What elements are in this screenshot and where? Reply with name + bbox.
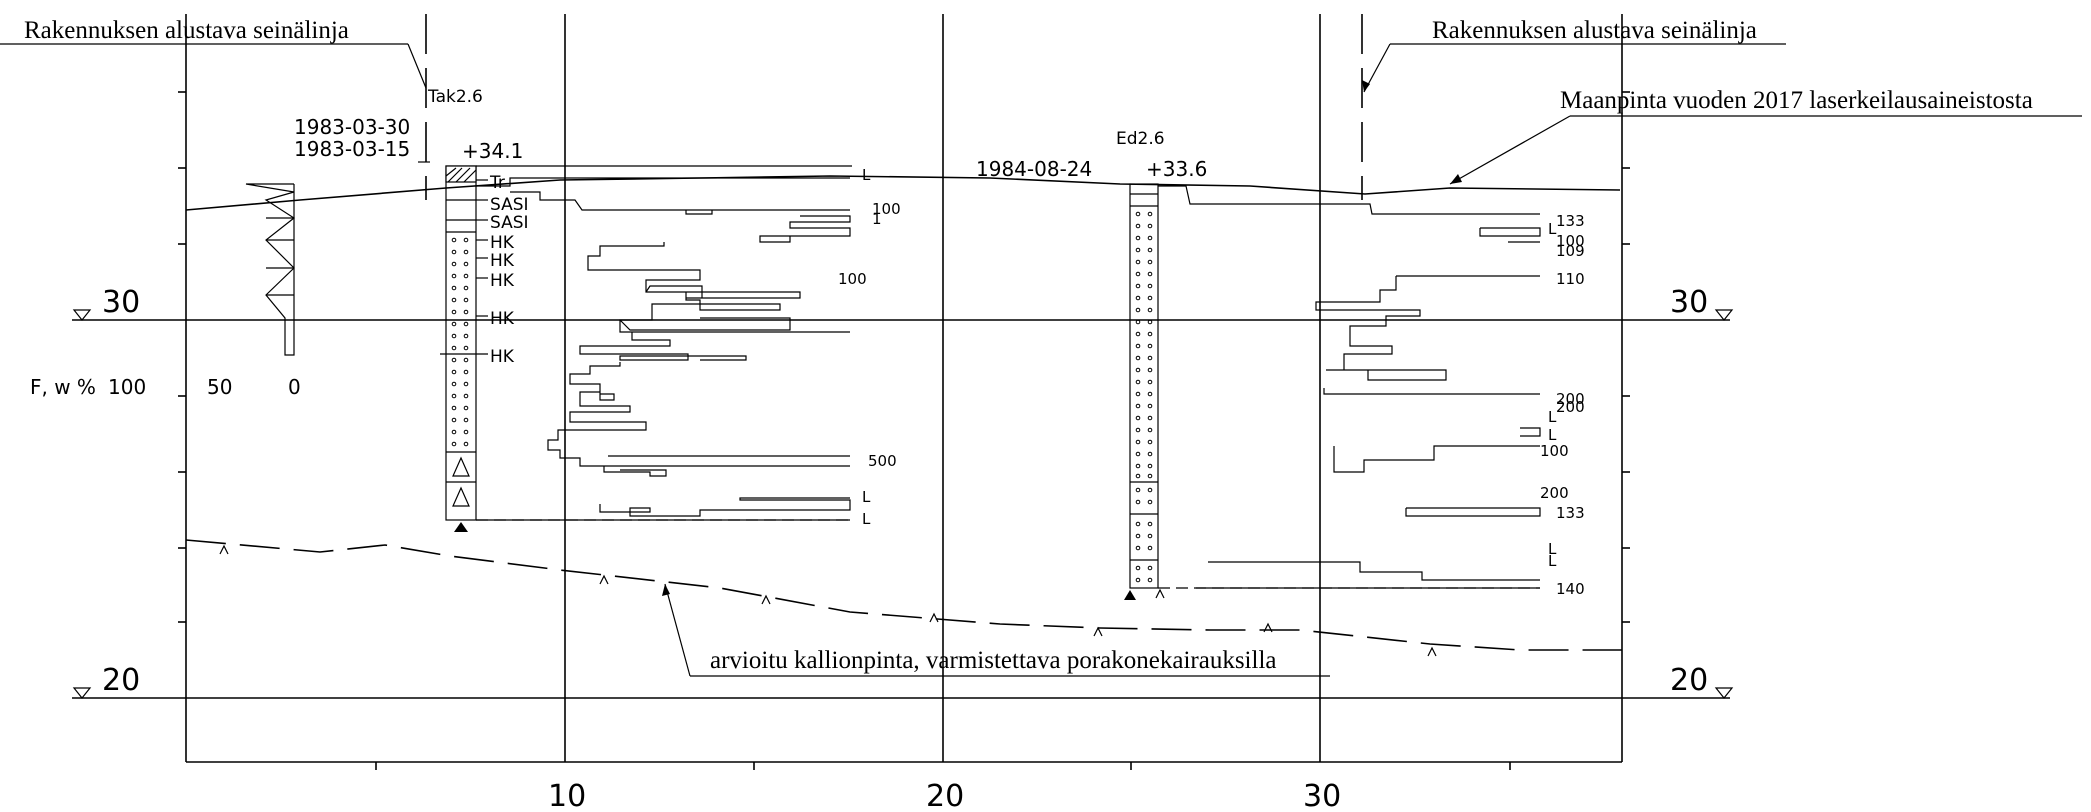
fw-scale-tick-50: 50 <box>207 375 232 399</box>
left-tick-marks <box>178 91 186 623</box>
resistance-label: L <box>1548 540 1557 558</box>
resistance-label: L <box>862 488 871 506</box>
resistance-label: L <box>1548 220 1557 238</box>
bedrock-estimate-line: arvioitu kallionpinta, varmistettava por… <box>185 539 1622 677</box>
x-tick-label-10: 10 <box>548 779 586 812</box>
resistance-label: 100 <box>1556 232 1585 250</box>
resistance-label: L <box>862 166 871 184</box>
borehole-ed26-fill-pattern <box>1135 211 1153 583</box>
resistance-label: L <box>1548 426 1557 444</box>
soil-label: HK <box>490 309 515 329</box>
ground-surface-label: Maanpinta vuoden 2017 laserkeilausaineis… <box>1560 87 2033 114</box>
level-label-30-left: 30 <box>102 285 140 320</box>
borehole-tak26-soil-labels: Tr SASI SASI HK HK HK HK HK <box>440 173 529 367</box>
soil-label: HK <box>490 251 515 271</box>
borehole-ed26: Ed2.6 1984-08-24 +33.6 <box>976 129 1585 600</box>
borehole-tak26: Tak2.6 1983-03-30 1983-03-15 +34.1 <box>294 87 901 532</box>
resistance-label: 100 <box>1540 442 1569 460</box>
wall-line-right-label: Rakennuksen alustava seinälinja <box>1432 17 1757 44</box>
resistance-label: 133 <box>1556 212 1585 230</box>
soil-label: HK <box>490 347 515 367</box>
resistance-label: L <box>1548 552 1557 570</box>
wall-line-left-label: Rakennuksen alustava seinälinja <box>24 17 349 44</box>
resistance-label: 200 <box>1556 398 1585 416</box>
borehole-tak26-resistance-graph <box>476 165 852 521</box>
ground-surface-line: Maanpinta vuoden 2017 laserkeilausaineis… <box>185 87 2082 211</box>
fw-scale-tick-100: 100 <box>108 375 146 399</box>
borehole-ed26-elevation: +33.6 <box>1146 157 1207 181</box>
resistance-label: 110 <box>1556 270 1585 288</box>
level-marker-30-left: 30 <box>72 285 140 321</box>
bottom-tick-marks <box>375 762 1511 770</box>
wall-line-left: Rakennuksen alustava seinälinja <box>0 14 427 200</box>
soil-label: HK <box>490 271 515 291</box>
soil-label: Tr <box>489 173 505 193</box>
level-label-20-right: 20 <box>1670 663 1708 698</box>
fw-scale-tick-0: 0 <box>288 375 301 399</box>
wall-line-right: Rakennuksen alustava seinälinja <box>1361 14 1786 200</box>
borehole-tak26-id: Tak2.6 <box>427 87 483 107</box>
resistance-label: L <box>862 510 871 528</box>
resistance-label: 200 <box>1556 390 1585 408</box>
borehole-tak26-fill-pattern <box>451 237 469 447</box>
water-content-profile <box>245 183 296 356</box>
resistance-label: 100 <box>838 270 867 288</box>
fw-scale-label: F, w % <box>30 375 96 399</box>
resistance-label: 133 <box>1556 504 1585 522</box>
resistance-label: 109 <box>1556 242 1585 260</box>
x-tick-label-20: 20 <box>926 779 964 812</box>
borehole-ed26-date: 1984-08-24 <box>976 157 1092 181</box>
x-tick-label-30: 30 <box>1303 779 1341 812</box>
level-marker-20-right: 20 <box>1670 663 1734 699</box>
soil-label: HK <box>490 233 515 253</box>
resistance-label: 140 <box>1556 580 1585 598</box>
section-frame <box>72 14 1730 763</box>
resistance-label: 200 <box>1540 484 1569 502</box>
soil-label: SASI <box>490 213 529 233</box>
borehole-tak26-elevation: +34.1 <box>462 139 523 163</box>
resistance-label: L <box>1548 408 1557 426</box>
soil-label: SASI <box>490 195 529 215</box>
borehole-tak26-date-1: 1983-03-30 <box>294 115 410 139</box>
right-tick-marks <box>1622 91 1630 623</box>
resistance-label: 1 <box>872 210 882 228</box>
borehole-tak26-date-2: 1983-03-15 <box>294 137 410 161</box>
level-marker-20-left: 20 <box>72 663 140 699</box>
level-label-30-right: 30 <box>1670 285 1708 320</box>
resistance-label: 500 <box>868 452 897 470</box>
level-marker-30-right: 30 <box>1670 285 1734 321</box>
resistance-label: 100 <box>872 200 901 218</box>
bedrock-estimate-label: arvioitu kallionpinta, varmistettava por… <box>710 647 1277 674</box>
borehole-ed26-id: Ed2.6 <box>1116 129 1165 149</box>
borehole-ed26-resistance-graph <box>1158 185 1541 589</box>
level-label-20-left: 20 <box>102 663 140 698</box>
